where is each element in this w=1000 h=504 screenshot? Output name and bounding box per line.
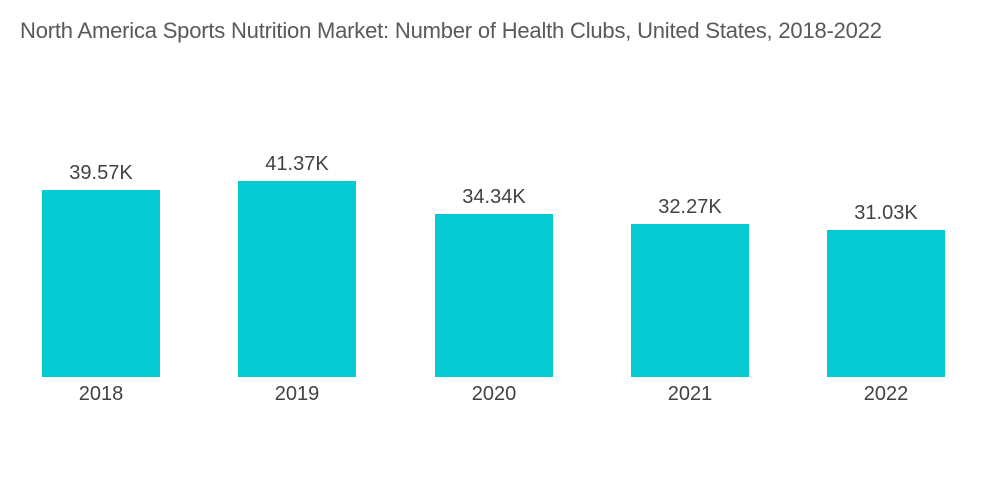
x-axis-label-2022: 2022 [863,383,909,405]
bar-2022 [827,230,945,377]
bar-value-label-2018: 39.57K [69,162,133,184]
bar-value-label-2020: 34.34K [462,186,526,208]
bar-group-2018: 39.57K 2018 [42,0,160,504]
x-axis-label-2020: 2020 [471,383,517,405]
bar-2021 [631,224,749,377]
bar-2020 [435,214,553,377]
bar-value-label-2019: 41.37K [265,153,329,175]
bar-group-2021: 32.27K 2021 [631,0,749,504]
bar-2019 [238,181,356,377]
x-axis-label-2021: 2021 [667,383,713,405]
bar-group-2020: 34.34K 2020 [435,0,553,504]
bar-value-label-2021: 32.27K [658,196,722,218]
x-axis-label-2019: 2019 [274,383,320,405]
bar-group-2019: 41.37K 2019 [238,0,356,504]
bar-2018 [42,190,160,377]
bar-group-2022: 31.03K 2022 [827,0,945,504]
bar-value-label-2022: 31.03K [854,202,918,224]
chart-title: North America Sports Nutrition Market: N… [20,18,882,43]
x-axis-label-2018: 2018 [78,383,124,405]
